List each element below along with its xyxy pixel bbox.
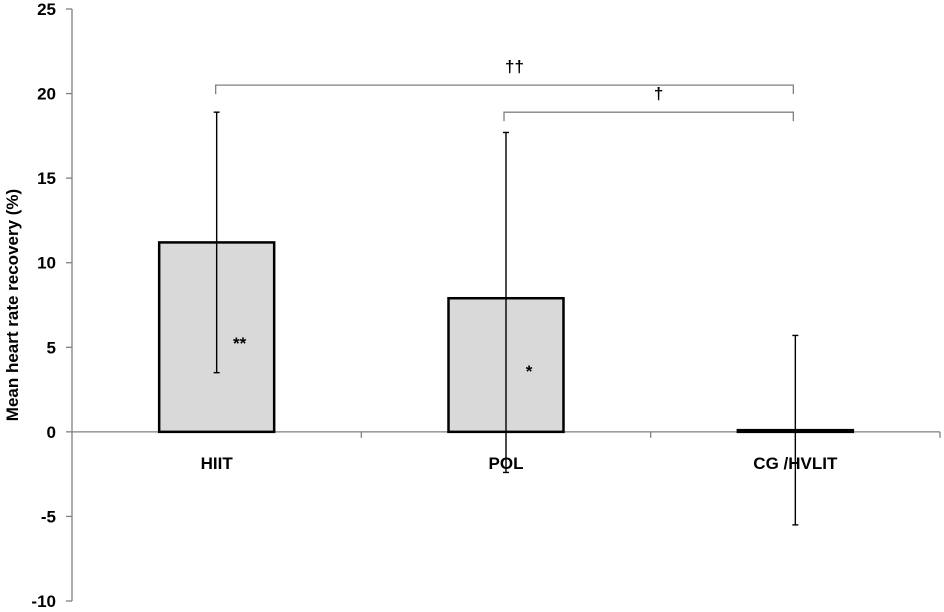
y-tick-label: -5 xyxy=(41,507,56,526)
error-bars-group xyxy=(213,111,799,526)
comparison-bracket xyxy=(215,84,794,95)
comparison-brackets-group: ††† xyxy=(215,57,794,122)
comparison-bracket xyxy=(503,111,794,122)
y-tick-label: 0 xyxy=(47,423,56,442)
y-tick-label: 5 xyxy=(47,338,56,357)
y-tick-label: 15 xyxy=(37,169,56,188)
significance-marker: * xyxy=(526,362,533,381)
annotations-group: *** xyxy=(233,334,533,381)
x-category-label: HIIT xyxy=(201,454,234,473)
y-tick-label: -10 xyxy=(31,592,56,611)
y-tick-label: 25 xyxy=(37,0,56,19)
significance-marker: ** xyxy=(233,334,247,353)
y-axis-title: Mean heart rate recovery (%) xyxy=(3,189,22,421)
y-tick-label: 10 xyxy=(37,254,56,273)
comparison-label: † xyxy=(654,84,663,103)
y-tick-label: 20 xyxy=(37,85,56,104)
comparison-label: †† xyxy=(505,57,524,76)
